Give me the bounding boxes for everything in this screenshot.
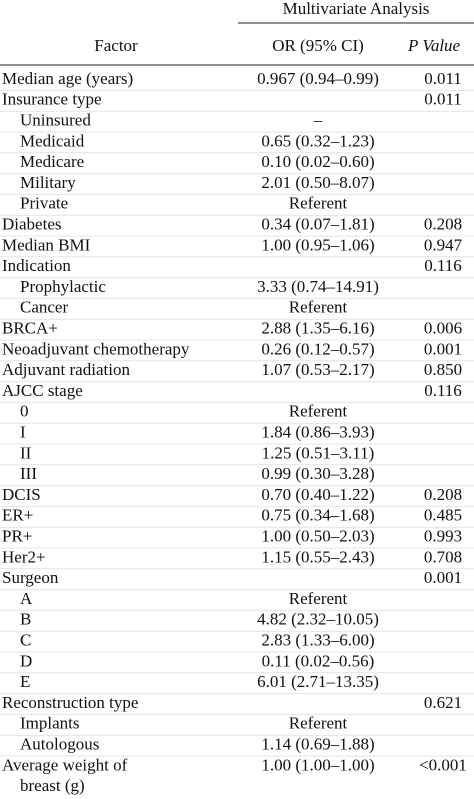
factor: Prophylactic <box>20 277 106 296</box>
odds-ratio: Referent <box>289 298 348 317</box>
odds-ratio: 0.11 (0.02–0.56) <box>262 651 375 670</box>
p-value: 0.947 <box>424 235 463 254</box>
factor: Adjuvant radiation <box>2 360 130 379</box>
odds-ratio: 0.65 (0.32–1.23) <box>261 131 374 150</box>
factor: Diabetes <box>2 215 61 234</box>
odds-ratio: 3.33 (0.74–14.91) <box>257 277 379 296</box>
factor: Military <box>20 173 76 192</box>
factor: B <box>20 610 31 629</box>
odds-ratio: 1.00 (0.95–1.06) <box>261 235 374 254</box>
factor: Insurance type <box>2 90 102 109</box>
factor: Implants <box>20 714 80 733</box>
odds-ratio: 0.70 (0.40–1.22) <box>261 485 374 504</box>
odds-ratio: 2.83 (1.33–6.00) <box>261 631 374 650</box>
odds-ratio: 0.26 (0.12–0.57) <box>261 339 374 358</box>
odds-ratio: Referent <box>289 194 348 213</box>
factor: C <box>20 631 31 650</box>
p-value: 0.208 <box>424 215 462 234</box>
odds-ratio: 1.15 (0.55–2.43) <box>261 547 374 566</box>
p-value: 0.116 <box>424 256 462 275</box>
factor: Neoadjuvant chemotherapy <box>2 339 190 358</box>
p-value: 0.993 <box>424 527 462 546</box>
p-value: 0.208 <box>424 485 462 504</box>
odds-ratio: 1.00 (0.50–2.03) <box>261 527 374 546</box>
p-value: 0.011 <box>424 90 462 109</box>
factor: III <box>20 464 37 483</box>
factor: Reconstruction type <box>2 693 138 712</box>
factor: Medicare <box>20 152 84 171</box>
odds-ratio: 1.84 (0.86–3.93) <box>261 423 374 442</box>
odds-ratio: 1.14 (0.69–1.88) <box>261 735 374 754</box>
factor: ER+ <box>2 506 33 525</box>
factor: DCIS <box>2 485 41 504</box>
factor: AJCC stage <box>2 381 83 400</box>
factor: I <box>20 423 26 442</box>
odds-ratio: 0.75 (0.34–1.68) <box>261 506 374 525</box>
factor: Uninsured <box>20 111 91 130</box>
odds-ratio: Referent <box>289 714 348 733</box>
p-value: 0.001 <box>424 339 462 358</box>
factor: 0 <box>20 402 29 421</box>
odds-ratio: 1.25 (0.51–3.11) <box>262 443 375 462</box>
odds-ratio: 0.10 (0.02–0.60) <box>261 152 374 171</box>
odds-ratio: 0.967 (0.94–0.99) <box>257 69 379 88</box>
factor: Surgeon <box>2 568 59 587</box>
factor: PR+ <box>2 527 32 546</box>
factor: BRCA+ <box>2 319 58 338</box>
odds-ratio: 6.01 (2.71–13.35) <box>257 672 379 691</box>
p-value: 0.011 <box>424 69 462 88</box>
odds-ratio: 0.34 (0.07–1.81) <box>261 215 374 234</box>
p-value: 0.006 <box>424 319 462 338</box>
p-value: 0.485 <box>424 506 462 525</box>
factor: E <box>20 672 30 691</box>
factor: breast (g) <box>20 776 85 795</box>
p-value: 0.116 <box>424 381 462 400</box>
p-value: 0.621 <box>424 693 462 712</box>
factor: Median age (years) <box>2 69 133 88</box>
factor: A <box>20 589 33 608</box>
p-value: 0.850 <box>424 360 462 379</box>
factor: D <box>20 651 32 670</box>
odds-ratio: 1.00 (1.00–1.00) <box>261 755 374 774</box>
factor: Average weight of <box>2 755 128 774</box>
factor: Indication <box>2 256 71 275</box>
column-header: OR (95% CI) <box>272 36 364 55</box>
factor: Autologous <box>20 735 99 754</box>
factor: Median BMI <box>2 235 91 254</box>
factor: Her2+ <box>2 547 46 566</box>
factor: Cancer <box>20 298 68 317</box>
column-header: Factor <box>94 36 138 55</box>
group-header: Multivariate Analysis <box>283 0 430 18</box>
factor: II <box>20 443 32 462</box>
odds-ratio: Referent <box>289 589 348 608</box>
odds-ratio: 1.07 (0.53–2.17) <box>261 360 374 379</box>
odds-ratio: 0.99 (0.30–3.28) <box>261 464 374 483</box>
p-value: 0.708 <box>424 547 462 566</box>
odds-ratio: – <box>313 111 323 130</box>
odds-ratio: Referent <box>289 402 348 421</box>
odds-ratio: 2.88 (1.35–6.16) <box>261 319 374 338</box>
p-value: 0.001 <box>424 568 462 587</box>
odds-ratio: 2.01 (0.50–8.07) <box>261 173 374 192</box>
factor: Private <box>20 194 68 213</box>
factor: Medicaid <box>20 131 85 150</box>
column-header: P Value <box>407 36 461 55</box>
p-value: <0.001 <box>419 755 467 774</box>
odds-ratio: 4.82 (2.32–10.05) <box>257 610 379 629</box>
